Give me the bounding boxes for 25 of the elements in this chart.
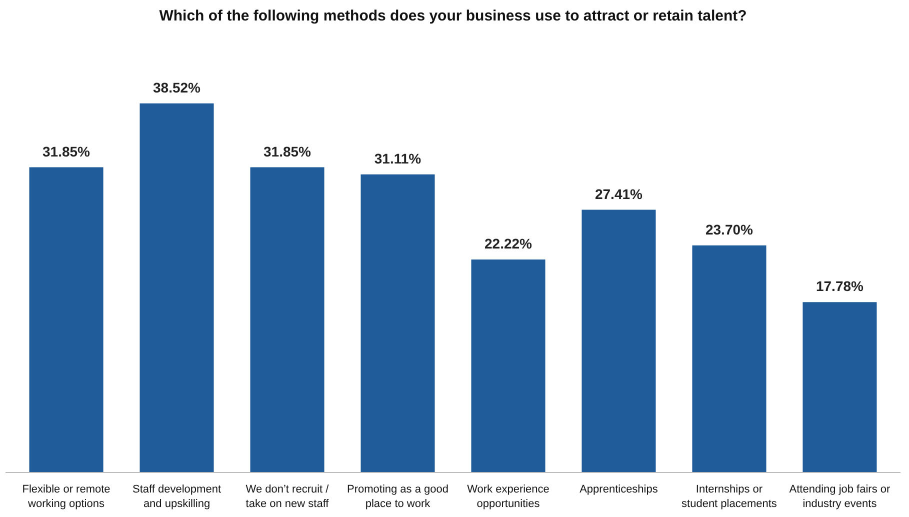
bar [582, 210, 656, 472]
bar [692, 245, 766, 472]
data-label: 17.78% [816, 278, 864, 294]
data-label: 31.85% [264, 143, 312, 160]
x-tick-label: Work experience opportunities [467, 484, 550, 510]
data-label: 27.41% [595, 186, 644, 202]
data-label: 31.85% [42, 143, 91, 160]
bar [802, 302, 877, 472]
data-label: 38.52% [153, 79, 202, 96]
x-tick-label: Attending job fairs or industry events [789, 484, 891, 510]
x-tick-label: We don’t recruit / take on new staff [246, 484, 330, 510]
x-tick-label: Apprenticeships [580, 484, 658, 496]
x-tick-label: Internships or student placements [682, 484, 778, 510]
x-tick-label: Promoting as a good place to work [347, 484, 449, 510]
bar [250, 167, 324, 472]
x-tick-label: Flexible or remote working options [22, 484, 110, 510]
bar [29, 167, 104, 472]
data-label: 22.22% [484, 236, 533, 252]
chart-title: Which of the following methods does your business use to attract or retain talent? [159, 8, 747, 24]
bar [471, 260, 546, 472]
x-tick-label: Staff development and upskilling [132, 484, 221, 510]
data-label: 31.11% [374, 150, 422, 166]
bar [140, 103, 214, 472]
data-label: 23.70% [705, 221, 754, 238]
bar [360, 174, 435, 472]
